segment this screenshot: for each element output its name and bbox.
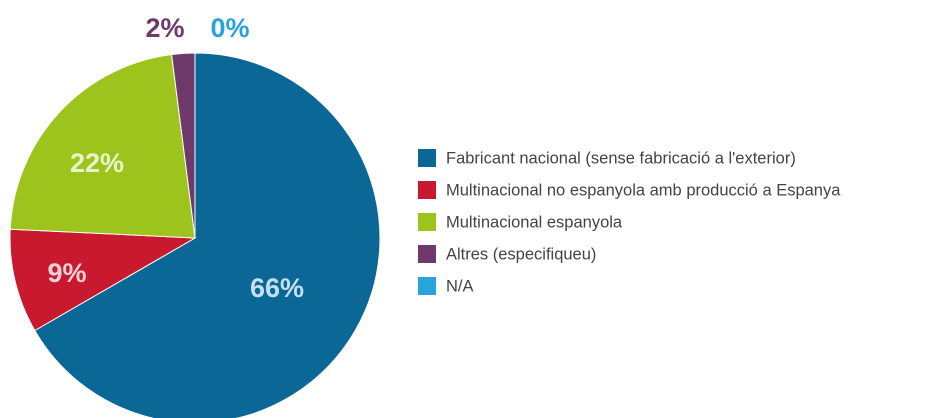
legend-label: Multinacional espanyola	[446, 213, 623, 231]
legend-swatch	[418, 149, 436, 167]
pie-slice	[9, 228, 197, 332]
legend-label: N/A	[446, 277, 474, 295]
value-label: 9%	[47, 258, 86, 288]
pie-slice	[171, 52, 196, 239]
value-label: 2%	[145, 13, 184, 43]
legend-label: Altres (especifiqueu)	[446, 245, 596, 263]
legend-swatch	[418, 181, 436, 199]
value-label: 66%	[250, 273, 304, 303]
legend-swatch	[418, 213, 436, 231]
legend-swatch	[418, 277, 436, 295]
pie-slice	[34, 52, 381, 418]
legend-label: Multinacional no espanyola amb producció…	[446, 181, 841, 199]
value-label: 22%	[70, 148, 124, 178]
value-label: 0%	[210, 13, 249, 43]
legend-swatch	[418, 245, 436, 263]
legend-label: Fabricant nacional (sense fabricació a l…	[446, 149, 796, 167]
pie-slice	[9, 53, 196, 239]
